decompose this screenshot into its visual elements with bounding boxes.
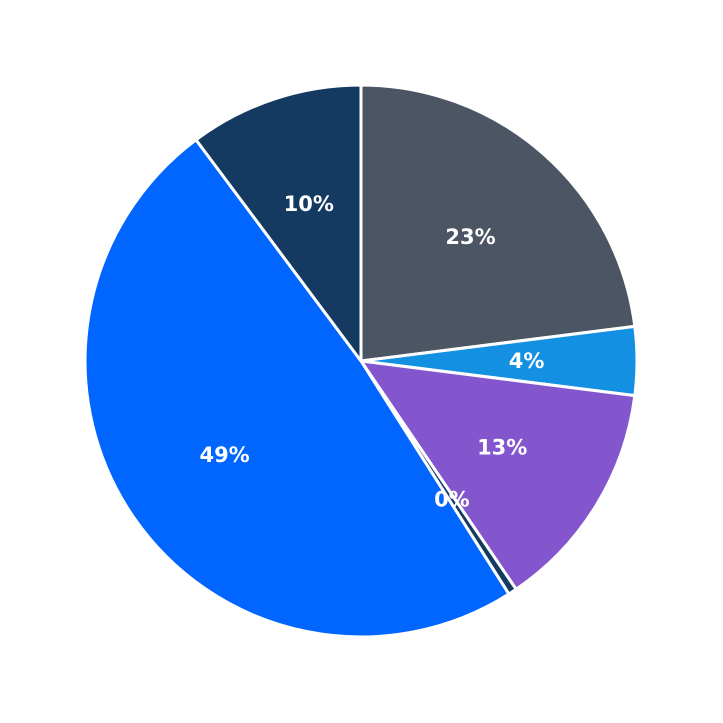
pie-slice-4 bbox=[83, 138, 511, 639]
pie-slice-2 bbox=[359, 359, 637, 591]
pie-slice-0 bbox=[359, 83, 637, 363]
slice-label-0: 23% bbox=[445, 225, 495, 249]
slice-label-3: 0% bbox=[434, 487, 470, 511]
slice-label-5: 10% bbox=[284, 192, 334, 216]
slice-label-2: 13% bbox=[477, 436, 527, 460]
pie-slice-5 bbox=[194, 83, 363, 363]
slice-label-1: 4% bbox=[509, 349, 545, 373]
slice-label-4: 49% bbox=[199, 443, 249, 467]
